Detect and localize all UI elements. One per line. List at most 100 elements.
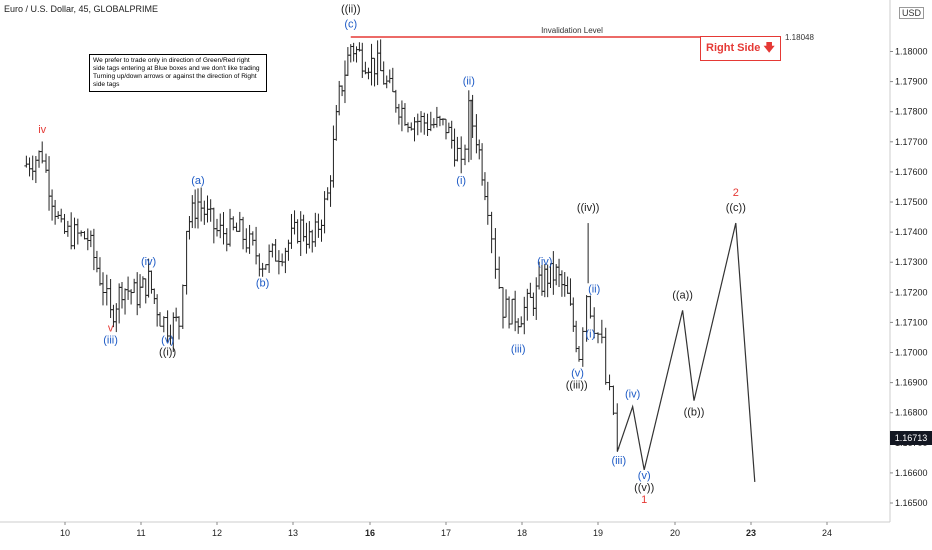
y-tick-label: 1.16800	[895, 408, 928, 418]
ohlc-bar	[574, 320, 579, 353]
ohlc-bar	[592, 307, 597, 339]
ohlc-bar	[316, 213, 321, 238]
x-tick-label: 17	[441, 528, 451, 538]
right-side-tag: Right Side 🡇	[700, 36, 781, 61]
x-tick-label: 24	[822, 528, 832, 538]
ohlc-bar	[584, 295, 589, 342]
wave-label: ((iii))	[566, 380, 588, 392]
ohlc-bar	[82, 231, 87, 240]
ohlc-bar	[425, 113, 430, 136]
ohlc-bar	[97, 257, 102, 286]
ohlc-bar	[482, 172, 487, 201]
ohlc-bar	[396, 103, 401, 125]
ohlc-bar	[378, 39, 383, 72]
ohlc-bar	[30, 155, 35, 181]
ohlc-bar	[342, 60, 347, 104]
ohlc-bar	[247, 224, 252, 254]
wave-label: ((i))	[159, 347, 176, 359]
wave-label: (v)	[161, 334, 174, 346]
right-side-label: Right Side	[706, 42, 761, 54]
price-bars	[24, 39, 620, 452]
ohlc-bar	[208, 199, 213, 222]
ohlc-bar	[117, 283, 122, 324]
ohlc-bar	[270, 243, 275, 258]
wave-label: (iv)	[537, 256, 552, 268]
wave-label: (iii)	[103, 334, 118, 346]
ohlc-bar	[91, 228, 96, 271]
ohlc-bar	[452, 128, 457, 167]
ohlc-bar	[120, 281, 124, 309]
time-axis: 10 11 12 13 16 17 18 19 20 23 24	[0, 521, 932, 550]
ohlc-bar	[72, 217, 77, 250]
ohlc-bar	[138, 274, 143, 309]
ohlc-bar	[123, 288, 128, 315]
ohlc-bar	[504, 289, 509, 318]
ohlc-bar	[196, 188, 200, 229]
ohlc-bar	[307, 221, 312, 249]
ohlc-bar	[501, 287, 505, 329]
ohlc-bar	[415, 113, 420, 136]
ohlc-bar	[135, 272, 140, 316]
ohlc-bar	[611, 385, 616, 416]
ohlc-bar	[280, 253, 285, 267]
ohlc-bar	[211, 207, 216, 244]
wave-label: (iii)	[611, 455, 626, 467]
ohlc-bar	[257, 253, 262, 277]
ohlc-bar	[295, 219, 300, 244]
wave-label: (i)	[456, 175, 466, 187]
ohlc-bar	[485, 181, 490, 225]
ohlc-bar	[126, 276, 131, 300]
ohlc-bar	[158, 312, 162, 327]
y-tick-label: 1.17300	[895, 257, 928, 267]
ohlc-bar	[455, 136, 460, 162]
ohlc-bar	[431, 118, 436, 129]
wave-label: ((iv))	[577, 202, 600, 214]
ohlc-bar	[571, 297, 576, 332]
ohlc-bar	[334, 104, 339, 141]
x-tick-label: 19	[593, 528, 603, 538]
ohlc-bar	[493, 228, 498, 279]
ohlc-bar	[463, 144, 467, 166]
ohlc-bar	[27, 157, 32, 177]
ohlc-bar	[449, 120, 454, 149]
ohlc-bar	[62, 213, 67, 234]
y-tick-label: 1.17800	[895, 107, 928, 117]
wave-label: ((b))	[684, 407, 705, 419]
ohlc-bar	[132, 278, 137, 294]
ohlc-bar	[267, 244, 272, 273]
ohlc-bar	[557, 258, 562, 288]
ohlc-bar	[474, 114, 479, 154]
ohlc-bar	[437, 115, 442, 127]
currency-label[interactable]: USD	[899, 7, 925, 19]
wave-label: ((a))	[672, 289, 693, 301]
ohlc-bar	[276, 250, 281, 275]
ohlc-bar	[596, 332, 600, 344]
ohlc-bar	[260, 262, 265, 277]
wave-label: (ii)	[463, 76, 475, 88]
ohlc-bar	[369, 43, 374, 86]
ohlc-bar	[428, 111, 433, 132]
wave-label: ((c))	[726, 202, 746, 214]
ohlc-bar	[328, 175, 333, 207]
ohlc-bar	[65, 220, 70, 237]
ohlc-bar	[322, 191, 327, 234]
ohlc-bar	[360, 42, 365, 78]
ohlc-bar	[345, 47, 350, 77]
x-tick-label: 23	[746, 528, 756, 538]
ohlc-bar	[313, 212, 318, 247]
ohlc-bar	[366, 67, 371, 80]
ohlc-bar	[412, 117, 417, 142]
ohlc-bar	[241, 216, 246, 250]
y-tick-label: 1.17600	[895, 167, 928, 177]
y-tick-label: 1.17500	[895, 197, 928, 207]
ohlc-bar	[562, 272, 567, 297]
ohlc-bar	[466, 90, 471, 163]
ohlc-bar	[545, 264, 550, 298]
ohlc-bar	[599, 319, 604, 344]
ohlc-bar	[354, 46, 359, 63]
ohlc-bar	[75, 218, 80, 245]
y-tick-label: 1.16500	[895, 498, 928, 508]
ohlc-bar	[289, 213, 294, 249]
y-tick-label: 1.16900	[895, 378, 928, 388]
